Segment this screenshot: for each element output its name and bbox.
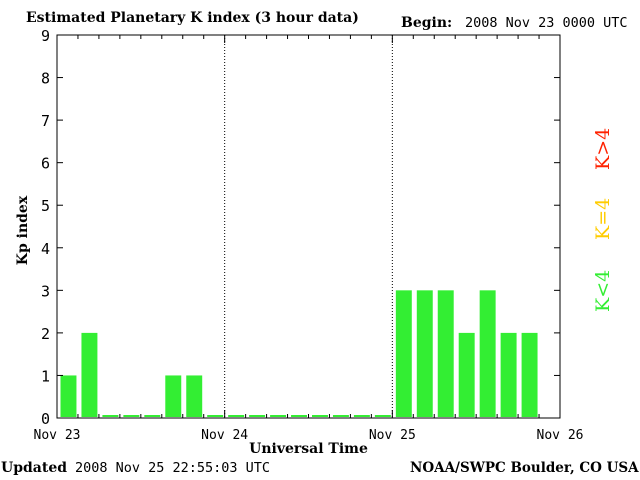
- updated-label: Updated: [1, 460, 68, 476]
- kp-bar: [165, 375, 182, 417]
- kp-bar: [102, 415, 119, 417]
- kp-bar: [521, 332, 538, 417]
- y-axis-label: Kp index: [15, 195, 31, 265]
- y-tick-label: 2: [41, 325, 50, 343]
- y-tick-label: 1: [41, 367, 50, 385]
- legend-below-4: K<4: [592, 269, 614, 312]
- kp-bar: [312, 415, 328, 417]
- begin-value: 2008 Nov 23 0000 UTC: [465, 15, 628, 31]
- y-tick-label: 3: [41, 282, 50, 300]
- y-tick-label: 9: [41, 27, 50, 45]
- kp-bar: [416, 290, 433, 417]
- updated-value: 2008 Nov 25 22:55:03 UTC: [75, 460, 271, 476]
- x-tick-label: Nov 23: [34, 428, 81, 443]
- kp-bar: [332, 415, 349, 417]
- day-divider-lines: [224, 35, 393, 418]
- kp-bar: [186, 375, 203, 417]
- y-tick-label: 5: [41, 197, 50, 215]
- x-tick-label: Nov 25: [369, 428, 416, 443]
- kp-bar: [291, 415, 307, 417]
- kp-bar: [395, 290, 412, 417]
- kp-bar: [270, 415, 287, 417]
- kp-bar: [228, 415, 245, 417]
- y-tick-label: 8: [41, 70, 50, 88]
- chart-title: Estimated Planetary K index (3 hour data…: [26, 10, 359, 26]
- kp-bar: [60, 375, 77, 417]
- axis-ticks: [56, 34, 561, 419]
- kp-bar: [458, 332, 475, 417]
- x-tick-label: Nov 26: [537, 428, 584, 443]
- kp-bar: [144, 415, 161, 417]
- kp-bar: [479, 290, 496, 417]
- y-tick-label: 6: [41, 155, 50, 173]
- kp-bar: [500, 332, 517, 417]
- kp-bar: [249, 415, 266, 417]
- kp-bar: [353, 415, 370, 417]
- y-tick-label: 7: [41, 112, 50, 130]
- x-tick-label: Nov 24: [201, 428, 248, 443]
- y-tick-label: 4: [41, 240, 50, 258]
- legend-above-4: K>4: [592, 127, 614, 170]
- begin-label: Begin:: [401, 15, 453, 31]
- x-axis-label: Universal Time: [249, 441, 368, 457]
- y-tick-label: 0: [41, 410, 50, 428]
- axis-tick-labels: 0 1 2 3 4 5 6 7 8 9 Nov 23 Nov 24 Nov 25 Nov 26: [34, 27, 584, 443]
- legend-equal-4: K=4: [592, 197, 614, 240]
- kp-bars: [60, 290, 538, 417]
- kp-bar: [437, 290, 454, 417]
- credit-label: NOAA/SWPC Boulder, CO USA: [410, 460, 639, 476]
- kp-bar: [374, 415, 391, 417]
- kp-bar: [123, 415, 140, 417]
- kp-bar: [207, 415, 224, 417]
- kp-bar: [81, 332, 98, 417]
